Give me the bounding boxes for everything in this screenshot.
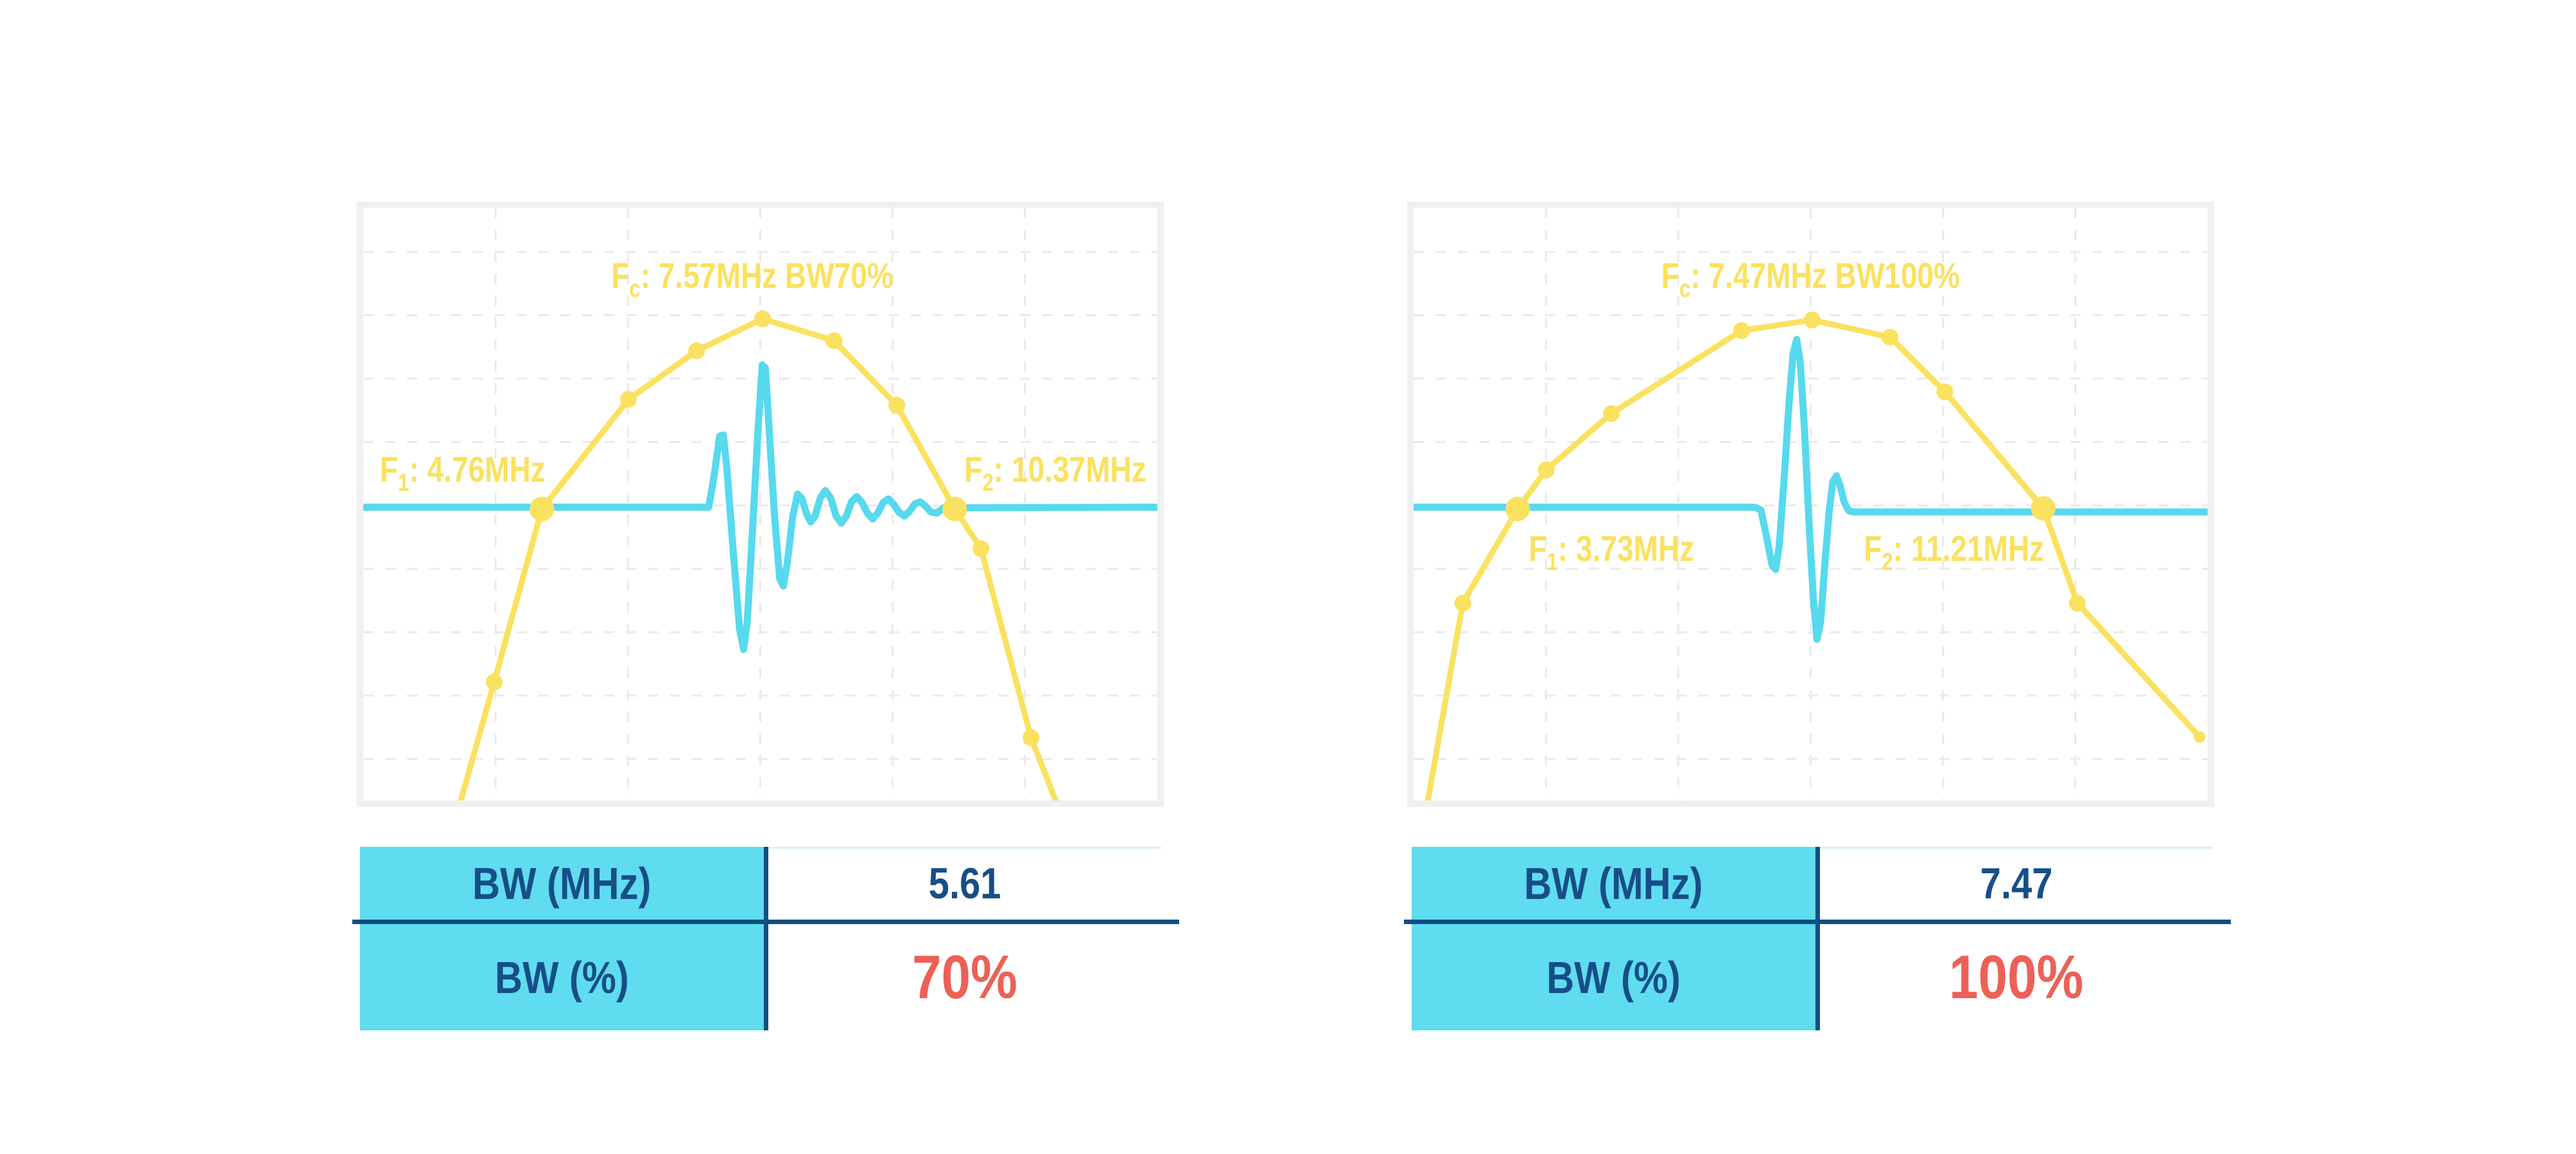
table-column-divider (1815, 847, 1820, 1030)
right-chart-plot: Fc: 7.47MHz BW100% F1: 3.73MHz F2: 11.21MH… (1414, 208, 2208, 800)
bw-pct-label-cell: BW (%) (1412, 924, 1815, 1030)
bw-pct-value-cell: 100% (1820, 924, 2213, 1030)
f2-annotation-label: F2: 11.21MHz (1864, 529, 2044, 576)
f1-label-group: F1: 3.73MHz (1529, 529, 1694, 576)
spectrum-point-marker (972, 540, 990, 557)
bandwidth-crossing-marker (529, 497, 554, 522)
left-bw-table: BW (MHz) 5.61 BW (%) 70% (352, 847, 1179, 1030)
spectrum-point-marker (486, 674, 503, 690)
bw-mhz-value-cell: 5.61 (768, 847, 1161, 920)
bw-mhz-label: BW (MHz) (1524, 858, 1703, 909)
spectrum-point-marker (620, 391, 637, 408)
spectrum-point-marker (1022, 729, 1039, 746)
f2-annotation-label: F2: 10.37MHz (964, 449, 1146, 497)
table-header-column (1412, 847, 1815, 1030)
table-top-border (1820, 847, 2213, 849)
f1-label-group: F1: 4.76MHz (380, 449, 545, 497)
left-chart-plot: Fc: 7.57MHz BW70% F1: 4.76MHz F2: 10.37MHz (363, 208, 1157, 800)
bw-pct-value: 100% (1949, 942, 2084, 1012)
f2-label-group: F2: 10.37MHz (964, 449, 1146, 497)
spectrum-point-marker (2069, 594, 2086, 612)
fc-annotation-label: Fc: 7.57MHz BW70% (611, 256, 893, 303)
spectrum-point-marker (1454, 594, 1472, 612)
spectrum-curve (1425, 317, 2203, 800)
spectrum-point-marker (888, 397, 905, 414)
bw-mhz-label-cell: BW (MHz) (1412, 847, 1815, 920)
bw-pct-value-cell: 70% (768, 924, 1161, 1030)
bw-pct-label: BW (%) (1546, 952, 1681, 1003)
bw-pct-label-cell: BW (%) (360, 924, 764, 1030)
table-top-border (768, 847, 1161, 849)
fc-annotation-label: Fc: 7.47MHz BW100% (1662, 256, 1960, 303)
table-header-column (360, 847, 764, 1030)
bw-mhz-label: BW (MHz) (472, 858, 652, 909)
bw-mhz-value: 5.61 (928, 858, 1001, 908)
f2-label-group: F2: 11.21MHz (1864, 529, 2044, 576)
bandwidth-crossing-marker (942, 497, 967, 522)
bw-pct-value: 70% (912, 942, 1018, 1012)
spectrum-point-marker (1936, 383, 1953, 401)
spectrum-point-marker (2193, 731, 2206, 743)
f1-annotation-label: F1: 3.73MHz (1529, 529, 1694, 576)
bandwidth-crossing-marker (2031, 496, 2056, 521)
pulse-waveform (1414, 336, 2208, 643)
pulse-waveform (363, 361, 1157, 653)
spectrum-point-marker (1733, 322, 1750, 339)
fc-label-group: Fc: 7.57MHz BW70% (611, 256, 893, 303)
table-column-divider (764, 847, 768, 1030)
spectrum-curve (458, 316, 1059, 800)
spectrum-point-marker (1537, 461, 1555, 478)
fc-label-group: Fc: 7.47MHz BW100% (1662, 256, 1960, 303)
bandwidth-crossing-marker (1505, 497, 1530, 522)
spectrum-point-marker (826, 332, 843, 350)
spectrum-point-marker (1603, 405, 1620, 422)
bw-mhz-label-cell: BW (MHz) (360, 847, 764, 920)
spectrum-point-marker (1803, 311, 1821, 328)
right-chart-panel: Fc: 7.47MHz BW100% F1: 3.73MHz F2: 11.21MH… (1407, 202, 2214, 807)
bw-mhz-value-cell: 7.47 (1820, 847, 2213, 920)
spectrum-point-marker (1881, 328, 1899, 346)
left-chart-panel: Fc: 7.57MHz BW70% F1: 4.76MHz F2: 10.37MHz (357, 202, 1164, 807)
spectrum-point-marker (754, 310, 772, 328)
spectrum-point-marker (688, 342, 705, 359)
f1-annotation-label: F1: 4.76MHz (380, 449, 545, 497)
right-bw-table: BW (MHz) 7.47 BW (%) 100% (1404, 847, 2231, 1030)
bw-mhz-value: 7.47 (1980, 858, 2053, 908)
bw-pct-label: BW (%) (495, 952, 629, 1003)
